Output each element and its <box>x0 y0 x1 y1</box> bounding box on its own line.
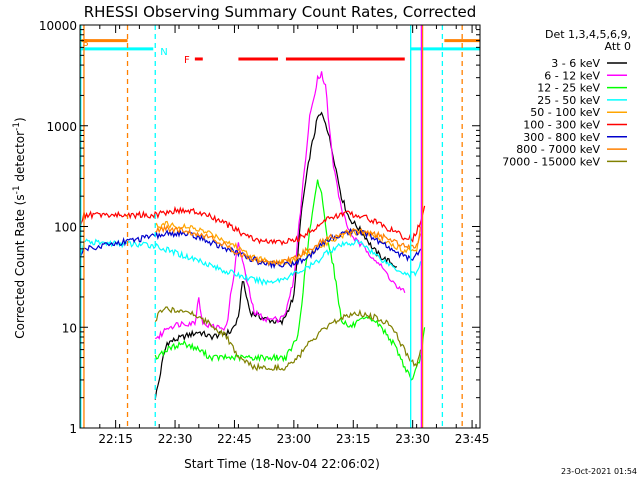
y-tick-label: 1000 <box>46 120 77 134</box>
legend-label-9: 7000 - 15000 keV <box>502 155 600 168</box>
annotation-n: N <box>160 47 167 58</box>
legend-label-5: 50 - 100 keV <box>530 106 600 119</box>
x-tick-label: 22:45 <box>217 432 252 446</box>
series-line-7 <box>80 227 422 270</box>
legend-label-6: 100 - 300 keV <box>523 119 600 132</box>
y-axis-label-end: ) <box>13 117 27 122</box>
legend-label-7: 300 - 800 keV <box>523 131 600 144</box>
y-axis-label-sup2: -1 <box>12 122 22 131</box>
legend-label-1: 3 - 6 keV <box>551 57 600 70</box>
legend-header-line: Det 1,3,4,5,6,9, <box>545 28 631 41</box>
y-axis-label-mid: detector <box>13 131 27 186</box>
series-line-1 <box>154 111 398 400</box>
y-tick-label: 10 <box>62 321 77 335</box>
y-tick-label: 1 <box>69 422 77 436</box>
x-tick-label: 23:00 <box>277 432 312 446</box>
series-line-2 <box>154 71 406 340</box>
legend-header-line: Att 0 <box>605 40 631 53</box>
x-tick-label: 22:30 <box>158 432 193 446</box>
series-line-6 <box>80 205 426 246</box>
y-axis-label-main: Corrected Count Rate (s <box>13 194 27 338</box>
series-group <box>80 71 426 400</box>
legend-label-3: 12 - 25 keV <box>537 82 600 95</box>
annotation-s: S <box>82 38 88 49</box>
annotation-f: F <box>184 55 190 66</box>
x-tick-label: 22:15 <box>98 432 133 446</box>
series-line-3 <box>154 179 426 381</box>
x-tick-label: 23:30 <box>395 432 430 446</box>
y-axis-label-sup1: -1 <box>12 185 22 194</box>
series-line-4 <box>80 238 422 287</box>
plot-area: S N F 1 10 100 1000 10000 22:15 22:30 22:45 23:00 23… <box>39 19 490 446</box>
legend-label-4: 25 - 50 keV <box>537 94 600 107</box>
legend-label-2: 6 - 12 keV <box>544 69 600 82</box>
x-tick-label: 23:45 <box>455 432 490 446</box>
y-tick-label: 10000 <box>39 19 77 33</box>
legend-label-8: 800 - 7000 keV <box>516 143 600 156</box>
x-tick-label: 23:15 <box>336 432 371 446</box>
y-tick-label: 100 <box>54 221 77 235</box>
chart-title: RHESSI Observing Summary Count Rates, Co… <box>84 3 477 21</box>
footer-timestamp: 23-Oct-2021 01:54 <box>561 467 637 476</box>
series-line-8 <box>155 224 422 267</box>
y-axis-label: Corrected Count Rate (s-1 detector-1) <box>12 117 27 338</box>
x-axis-label: Start Time (18-Nov-04 22:06:02) <box>184 457 380 471</box>
series-line-9 <box>154 306 422 372</box>
